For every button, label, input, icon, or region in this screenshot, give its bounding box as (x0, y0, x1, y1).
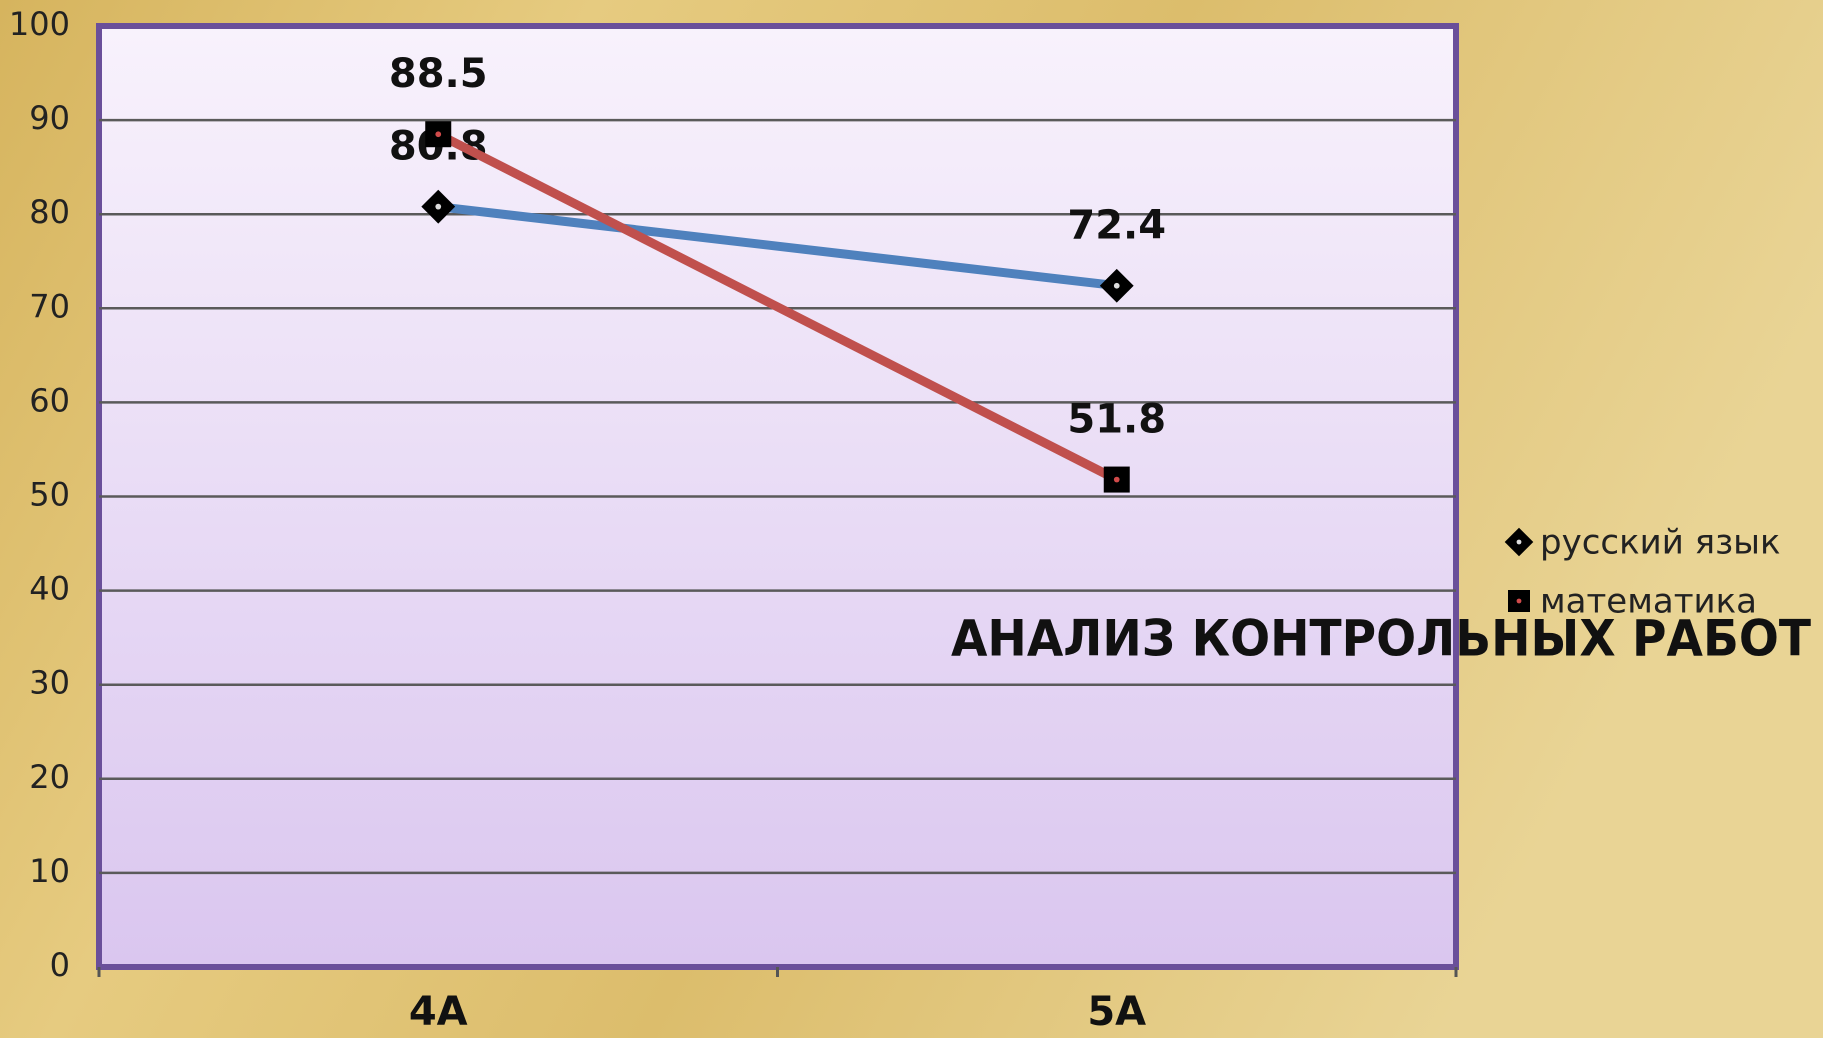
legend-label: русский язык (1540, 523, 1781, 563)
data-label: 72.4 (1067, 203, 1166, 249)
y-tick-label: 0 (50, 946, 70, 984)
y-tick-label: 10 (29, 852, 70, 890)
x-tick-label: 5A (1087, 989, 1146, 1035)
y-tick-label: 90 (29, 99, 70, 137)
line (436, 130, 1119, 484)
y-tick-label: 100 (9, 5, 70, 43)
marker-dot (435, 131, 442, 138)
y-tick-label: 70 (29, 287, 70, 325)
y-tick-label: 20 (29, 758, 70, 796)
line (437, 202, 1118, 291)
y-tick-label: 50 (29, 476, 70, 514)
data-label: 88.5 (389, 51, 488, 97)
marker-dot (1516, 539, 1522, 545)
data-label: 51.8 (1067, 397, 1166, 443)
chart-title: АНАЛИЗ КОНТРОЛЬНЫХ РАБОТ (951, 610, 1811, 668)
y-tick-label: 80 (29, 193, 70, 231)
y-tick-label: 30 (29, 664, 70, 702)
y-tick-label: 40 (29, 570, 70, 608)
x-tick-label: 4A (409, 989, 468, 1035)
marker-dot (435, 203, 442, 210)
marker-dot (1113, 282, 1120, 289)
marker-dot (1516, 598, 1522, 604)
y-tick-label: 60 (29, 381, 70, 419)
legend-label: математика (1540, 582, 1757, 622)
marker-dot (1113, 476, 1120, 483)
